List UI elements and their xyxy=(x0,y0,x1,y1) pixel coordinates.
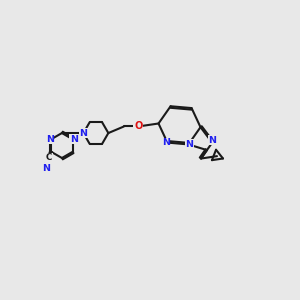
Text: N: N xyxy=(46,135,54,144)
Text: C: C xyxy=(46,153,52,162)
Text: N: N xyxy=(208,136,216,145)
Text: O: O xyxy=(134,122,142,131)
Text: N: N xyxy=(186,140,194,149)
Text: N: N xyxy=(42,164,50,173)
Text: N: N xyxy=(80,129,87,138)
Text: N: N xyxy=(162,138,170,147)
Text: N: N xyxy=(70,135,78,144)
